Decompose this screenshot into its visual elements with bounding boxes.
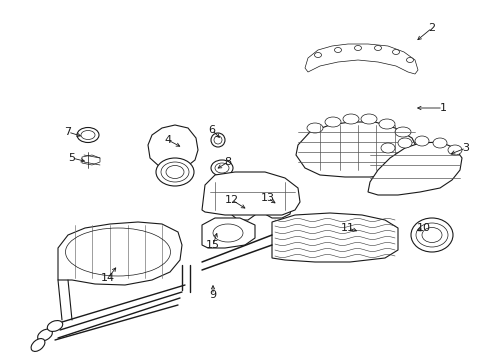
Polygon shape xyxy=(229,192,258,220)
Ellipse shape xyxy=(392,49,399,54)
Ellipse shape xyxy=(47,320,62,332)
Ellipse shape xyxy=(347,227,361,237)
Text: 11: 11 xyxy=(340,223,354,233)
Text: 8: 8 xyxy=(224,157,231,167)
Circle shape xyxy=(214,136,222,144)
Ellipse shape xyxy=(81,130,95,139)
Polygon shape xyxy=(148,125,198,170)
Text: 3: 3 xyxy=(462,143,468,153)
Ellipse shape xyxy=(161,162,189,182)
Polygon shape xyxy=(58,222,182,285)
Text: 1: 1 xyxy=(439,103,446,113)
Polygon shape xyxy=(202,172,299,215)
Ellipse shape xyxy=(238,201,249,211)
Ellipse shape xyxy=(414,136,428,146)
Ellipse shape xyxy=(374,45,381,50)
Ellipse shape xyxy=(378,119,394,129)
Ellipse shape xyxy=(210,160,232,176)
Polygon shape xyxy=(263,192,291,218)
Ellipse shape xyxy=(271,200,284,210)
Ellipse shape xyxy=(397,138,411,148)
Text: 14: 14 xyxy=(101,273,115,283)
Ellipse shape xyxy=(31,339,45,351)
Ellipse shape xyxy=(77,127,99,143)
Polygon shape xyxy=(271,213,397,262)
Text: 9: 9 xyxy=(209,290,216,300)
Text: 10: 10 xyxy=(416,223,430,233)
Ellipse shape xyxy=(38,329,52,341)
Ellipse shape xyxy=(410,218,452,252)
Ellipse shape xyxy=(156,158,194,186)
Ellipse shape xyxy=(314,53,321,58)
Ellipse shape xyxy=(165,166,183,179)
Ellipse shape xyxy=(380,143,394,153)
Ellipse shape xyxy=(306,123,323,133)
Ellipse shape xyxy=(334,48,341,53)
Text: 6: 6 xyxy=(208,125,215,135)
Ellipse shape xyxy=(415,223,447,247)
Ellipse shape xyxy=(215,163,228,173)
Ellipse shape xyxy=(432,138,446,148)
Ellipse shape xyxy=(360,114,376,124)
Ellipse shape xyxy=(213,224,243,242)
Text: 4: 4 xyxy=(164,135,171,145)
Text: 13: 13 xyxy=(261,193,274,203)
Ellipse shape xyxy=(343,224,365,240)
Circle shape xyxy=(210,133,224,147)
Text: 7: 7 xyxy=(64,127,71,137)
Ellipse shape xyxy=(421,228,441,243)
Text: 15: 15 xyxy=(205,240,220,250)
Ellipse shape xyxy=(447,145,461,155)
Ellipse shape xyxy=(342,114,358,124)
Text: 2: 2 xyxy=(427,23,435,33)
Ellipse shape xyxy=(406,58,413,63)
Polygon shape xyxy=(202,218,254,248)
Polygon shape xyxy=(82,155,100,165)
Ellipse shape xyxy=(394,127,410,137)
Polygon shape xyxy=(305,44,417,74)
Ellipse shape xyxy=(325,117,340,127)
Text: 12: 12 xyxy=(224,195,239,205)
Ellipse shape xyxy=(354,45,361,50)
Text: 5: 5 xyxy=(68,153,75,163)
Polygon shape xyxy=(295,122,417,177)
Polygon shape xyxy=(367,142,461,195)
